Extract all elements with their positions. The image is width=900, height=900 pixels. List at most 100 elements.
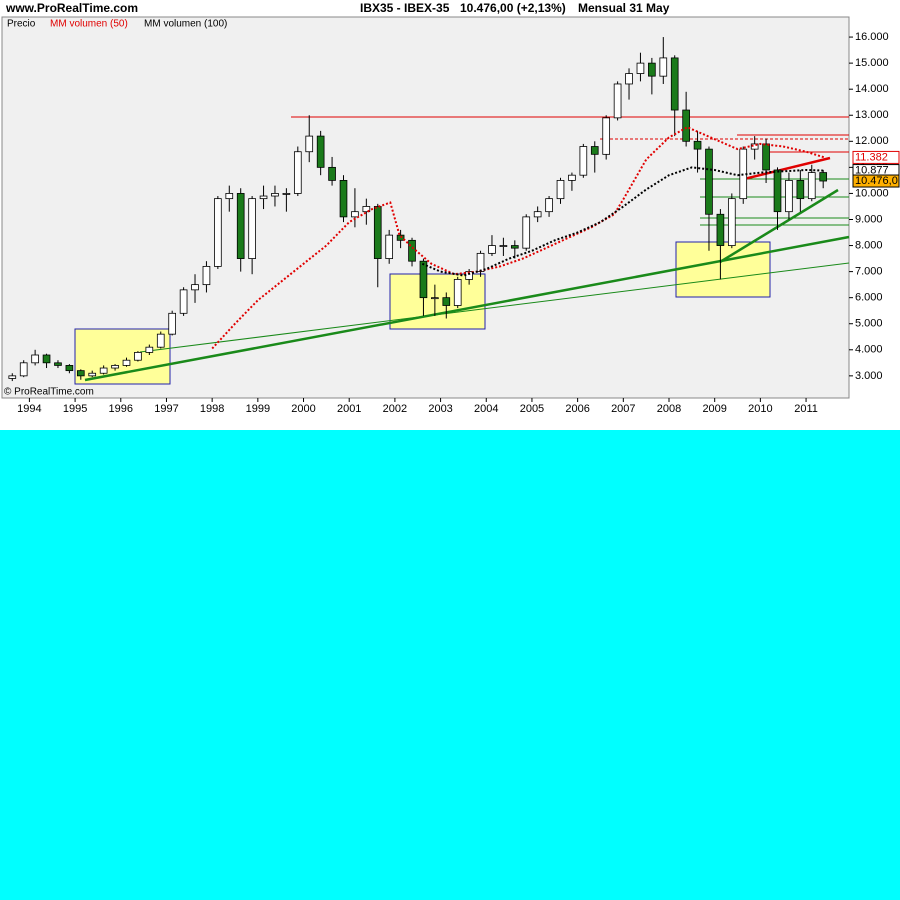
candle-body [545,198,553,213]
candle-body [282,193,291,195]
candle-body [750,143,759,150]
candle-body [214,198,222,267]
candle-body [305,135,314,153]
legend-entry: MM volumen (100) [144,19,227,30]
candle-body [613,83,622,119]
candle-body [373,206,382,259]
candle-body [111,365,119,369]
y-tick-label: 13.000 [855,109,889,121]
price-label-box [852,150,900,164]
moving-average [211,126,825,350]
x-tick-label: 1995 [63,403,87,415]
candle-body [31,354,39,364]
site-name: www.ProRealTime.com [5,1,138,15]
candle-body [670,57,679,111]
candle-body [236,193,245,259]
candle-body [568,174,576,181]
candle-body [271,193,279,197]
candle-body [602,117,611,155]
x-tick-label: 2003 [428,403,452,415]
highlight-box [675,241,771,298]
candle-body [99,367,108,374]
candle-body [42,354,51,364]
candle-body [339,179,348,218]
candle-body [476,252,485,273]
candle-body [636,62,645,74]
trend-line [739,156,831,182]
candle-body [659,57,668,77]
footer: © ProRealTime.com [4,387,94,398]
price-label-box [852,174,900,188]
candle-body [419,260,428,299]
x-tick-label: 2006 [565,403,589,415]
candle-body [590,146,599,155]
y-tick-label: 6.000 [855,292,883,304]
chart-subtitle: 10.476,00 (+2,13%) [460,1,566,15]
y-tick-label: 15.000 [855,57,889,69]
candle-body [385,234,394,259]
candle-body [453,279,462,306]
price-label: 11.382 [855,151,888,163]
candle-body [773,169,782,213]
candle-body [225,193,234,200]
price-label: 10.476,0 [855,175,898,187]
y-tick-label: 5.000 [855,318,883,330]
chart: www.ProRealTime.com IBX35 - IBEX-35 10.4… [0,0,900,430]
trend-line [139,262,850,353]
candle-body [65,365,74,372]
candle-body [293,151,302,194]
y-tick-label: 14.000 [855,83,889,95]
candle-body [682,109,690,142]
x-tick-label: 2007 [611,403,635,415]
chart-title: IBX35 - IBEX-35 [360,1,450,15]
candle-body [533,211,542,218]
candle-body [168,312,177,335]
candle-body [396,234,405,241]
price-label: 10.877 [855,164,889,176]
candle-body [134,351,142,361]
chart-period: Mensual 31 May [578,1,670,15]
candle-body [785,179,793,213]
y-tick-label: 10.000 [855,187,889,199]
x-tick-label: 2000 [291,403,315,415]
x-tick-label: 2010 [748,403,772,415]
candle-body [762,143,770,171]
candle-body [625,73,633,85]
x-tick-label: 1994 [17,403,41,415]
y-tick-label: 7.000 [855,266,883,278]
candle-body [522,216,531,249]
x-tick-label: 1998 [200,403,224,415]
candle-body [579,146,588,176]
candle-body [705,148,713,215]
x-tick-label: 1997 [154,403,178,415]
x-tick-label: 2004 [474,403,498,415]
y-tick-label: 9.000 [855,213,883,225]
x-tick-label: 2008 [657,403,681,415]
candle-body [202,265,211,286]
candle-body [248,198,256,259]
candle-body [727,198,736,246]
y-tick-label: 8.000 [855,239,883,251]
candle-body [54,362,62,366]
candle-body [431,297,439,300]
candle-body [19,362,28,377]
legend-entry: MM volumen (50) [50,19,128,30]
y-tick-label: 12.000 [855,135,889,147]
candle-body [499,245,508,247]
candle-body [807,172,816,200]
candle-body [693,140,702,150]
candle-body [556,179,565,200]
candle-body [408,239,416,262]
x-tick-label: 2011 [794,403,818,415]
candle-body [819,172,828,182]
candle-body [316,135,325,168]
candle-body [191,284,199,291]
candle-body [259,195,268,200]
x-tick-label: 2009 [702,403,726,415]
x-tick-label: 2005 [520,403,544,415]
candle-body [122,359,131,366]
candle-body [796,179,805,200]
candle-body [648,62,656,77]
candle-body [328,166,336,181]
x-tick-label: 1996 [109,403,133,415]
